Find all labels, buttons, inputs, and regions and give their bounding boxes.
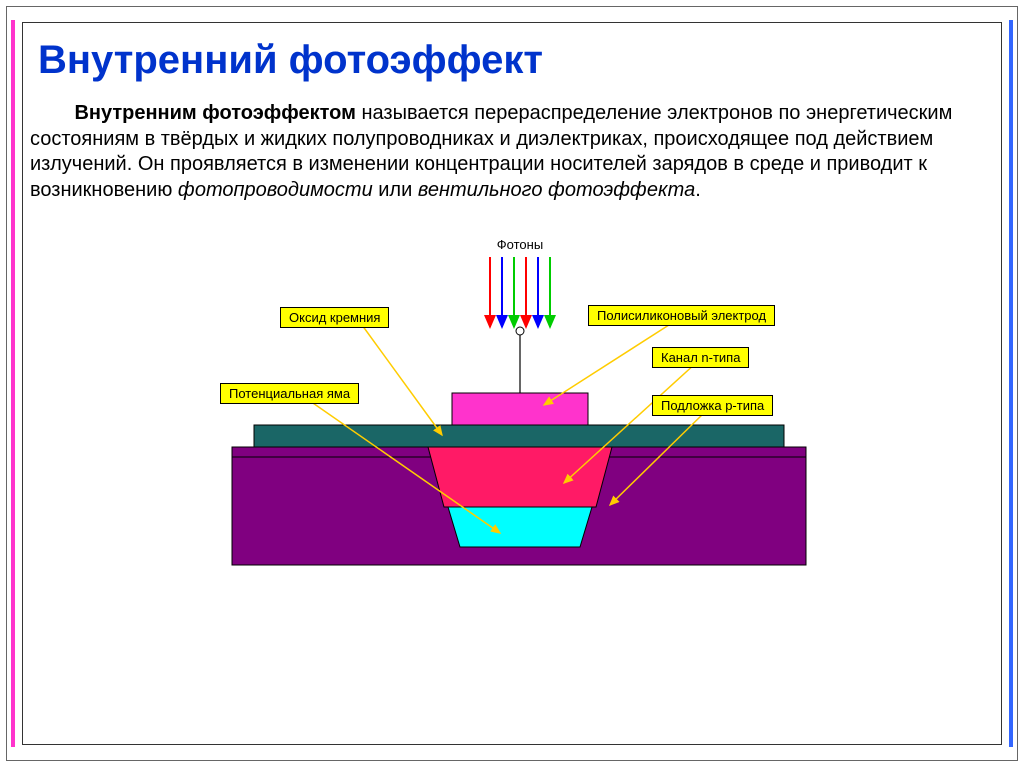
diagram-svg	[132, 235, 892, 615]
slide-content: Внутренний фотоэффект Внутренним фотоэфф…	[30, 26, 994, 741]
italic-term-2: вентильного фотоэффекта	[418, 179, 695, 201]
label-oxide: Оксид кремния	[280, 307, 389, 328]
body-mid: или	[373, 179, 418, 201]
decor-stripe-right	[1009, 20, 1013, 747]
label-p-substrate: Подложка p-типа	[652, 395, 773, 416]
label-n-channel: Канал n-типа	[652, 347, 749, 368]
page-title: Внутренний фотоэффект	[38, 38, 994, 83]
body-tail: .	[695, 179, 701, 201]
label-electrode: Полисиликоновый электрод	[588, 305, 775, 326]
ccd-diagram: Фотоны Оксид кремния Потенциальная яма П…	[132, 235, 892, 615]
italic-term-1: фотопроводимости	[178, 179, 373, 201]
decor-stripe-left	[11, 20, 15, 747]
lead-term: Внутренним фотоэффектом	[74, 102, 355, 124]
definition-paragraph: Внутренним фотоэффектом называется перер…	[30, 101, 994, 203]
label-potential-well: Потенциальная яма	[220, 383, 359, 404]
